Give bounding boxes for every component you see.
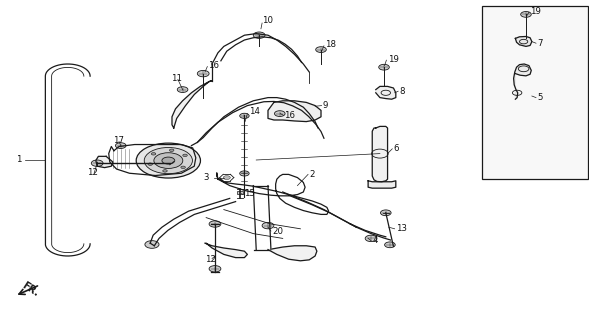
Circle shape <box>274 111 285 116</box>
Text: 7: 7 <box>537 39 542 48</box>
Text: 11: 11 <box>171 74 182 83</box>
Circle shape <box>240 113 249 118</box>
Polygon shape <box>372 126 388 182</box>
Circle shape <box>154 153 183 168</box>
Circle shape <box>144 148 193 174</box>
Circle shape <box>379 64 389 70</box>
Text: 12: 12 <box>205 255 216 264</box>
Circle shape <box>170 149 174 151</box>
Circle shape <box>385 242 395 248</box>
Polygon shape <box>376 86 396 99</box>
Text: 17: 17 <box>113 136 124 145</box>
Circle shape <box>240 171 249 176</box>
Text: 13: 13 <box>396 224 407 233</box>
Circle shape <box>181 166 186 169</box>
Circle shape <box>365 235 377 242</box>
Circle shape <box>183 154 187 156</box>
Circle shape <box>209 221 221 227</box>
Text: 9: 9 <box>323 101 328 110</box>
Text: 19: 19 <box>388 55 398 64</box>
Polygon shape <box>268 101 321 122</box>
Circle shape <box>380 210 391 216</box>
Text: 20: 20 <box>272 227 283 236</box>
Text: 16: 16 <box>208 61 219 70</box>
Text: 16: 16 <box>284 111 296 120</box>
Circle shape <box>262 222 274 229</box>
Circle shape <box>136 143 200 178</box>
Circle shape <box>145 241 159 248</box>
Text: 18: 18 <box>325 40 336 49</box>
Polygon shape <box>514 64 531 99</box>
Circle shape <box>209 266 221 272</box>
Text: 10: 10 <box>262 16 273 25</box>
Text: FR.: FR. <box>21 281 41 299</box>
Circle shape <box>253 32 265 38</box>
Text: 12: 12 <box>87 168 98 177</box>
Polygon shape <box>172 81 212 128</box>
Polygon shape <box>268 246 317 261</box>
Text: 4: 4 <box>372 236 378 245</box>
Circle shape <box>151 153 156 155</box>
Circle shape <box>177 87 188 92</box>
Text: 19: 19 <box>530 7 541 16</box>
Polygon shape <box>205 243 247 258</box>
Circle shape <box>223 176 230 180</box>
Text: 3: 3 <box>203 173 209 182</box>
Bar <box>237 191 243 194</box>
Text: 14: 14 <box>249 108 260 116</box>
Circle shape <box>91 160 103 166</box>
Circle shape <box>163 170 167 172</box>
Circle shape <box>521 12 531 17</box>
Circle shape <box>316 47 326 52</box>
Text: 5: 5 <box>537 93 542 102</box>
Text: 2: 2 <box>309 170 315 179</box>
Text: 8: 8 <box>399 87 405 96</box>
Polygon shape <box>368 181 396 188</box>
Text: 1: 1 <box>16 156 22 164</box>
Circle shape <box>197 70 209 77</box>
Circle shape <box>162 157 175 164</box>
Circle shape <box>115 143 126 148</box>
Polygon shape <box>96 156 113 168</box>
Text: 15: 15 <box>244 189 256 198</box>
Circle shape <box>148 163 153 165</box>
Text: 6: 6 <box>393 144 399 153</box>
Bar <box>482 6 588 179</box>
Polygon shape <box>515 36 532 46</box>
